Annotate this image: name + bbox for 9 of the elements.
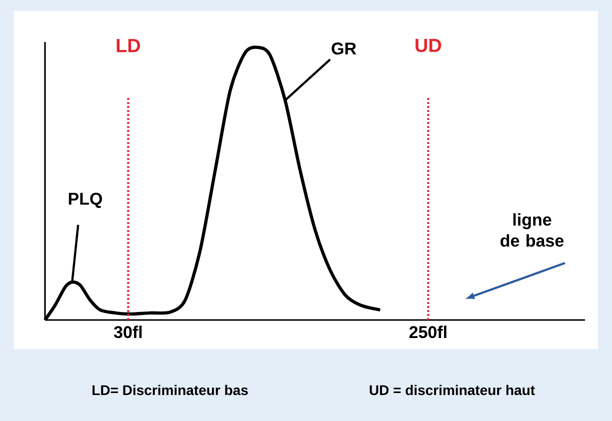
annotation: PLQ bbox=[68, 192, 102, 208]
text: UD = discriminateur haut bbox=[370, 384, 535, 396]
ref-line-label: LD bbox=[116, 39, 140, 52]
x-tick-label: 30fl bbox=[114, 326, 142, 338]
text: LD= Discriminateur bas bbox=[92, 384, 248, 396]
ref-line-label: UD bbox=[416, 38, 442, 52]
x-tick-label: 250fl bbox=[409, 326, 446, 338]
annotation: GR bbox=[332, 42, 356, 55]
annotation: ligne de base bbox=[500, 213, 564, 247]
